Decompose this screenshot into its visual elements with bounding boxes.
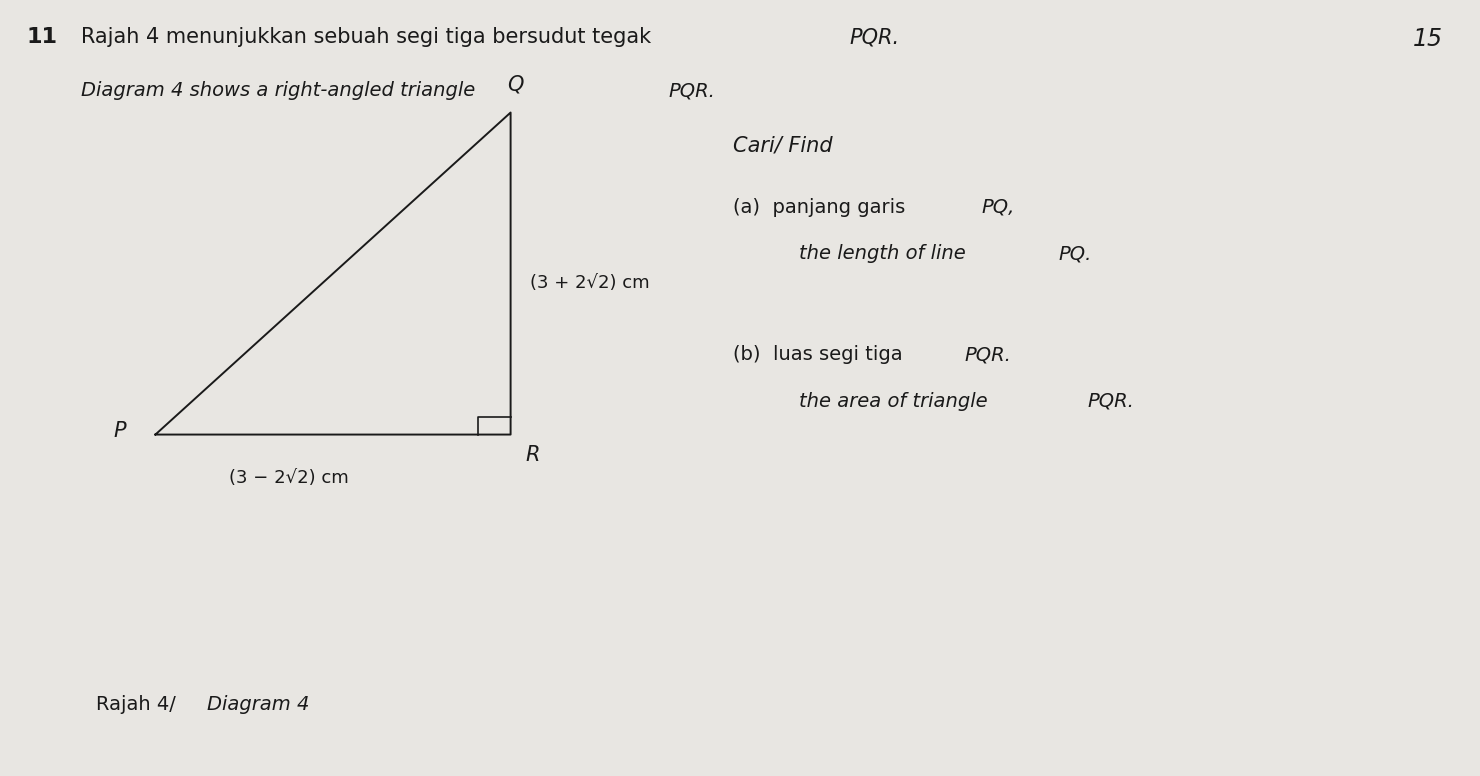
Text: Rajah 4 menunjukkan sebuah segi tiga bersudut tegak: Rajah 4 menunjukkan sebuah segi tiga ber… [81,27,659,47]
Text: (b)  luas segi tiga: (b) luas segi tiga [733,345,909,364]
Text: P: P [112,421,126,441]
Text: Rajah 4/: Rajah 4/ [96,695,182,713]
Text: PQR.: PQR. [1088,392,1135,411]
Text: the length of line: the length of line [799,244,972,263]
Text: Diagram 4 shows a right-angled triangle: Diagram 4 shows a right-angled triangle [81,81,482,100]
Text: R: R [525,445,540,465]
Text: (3 + 2√2) cm: (3 + 2√2) cm [530,274,650,293]
Text: (3 − 2√2) cm: (3 − 2√2) cm [229,469,348,487]
Text: Q: Q [506,74,524,95]
Text: 15: 15 [1413,27,1443,51]
Text: PQ,: PQ, [981,198,1015,217]
Text: PQR.: PQR. [965,345,1012,364]
Text: PQ.: PQ. [1058,244,1092,263]
Text: PQR.: PQR. [850,27,900,47]
Text: (a)  panjang garis: (a) panjang garis [733,198,912,217]
Text: PQR.: PQR. [669,81,716,100]
Text: Diagram 4: Diagram 4 [207,695,309,713]
Text: the area of triangle: the area of triangle [799,392,995,411]
Text: 11: 11 [27,27,58,47]
Text: Cari/ Find: Cari/ Find [733,136,832,156]
